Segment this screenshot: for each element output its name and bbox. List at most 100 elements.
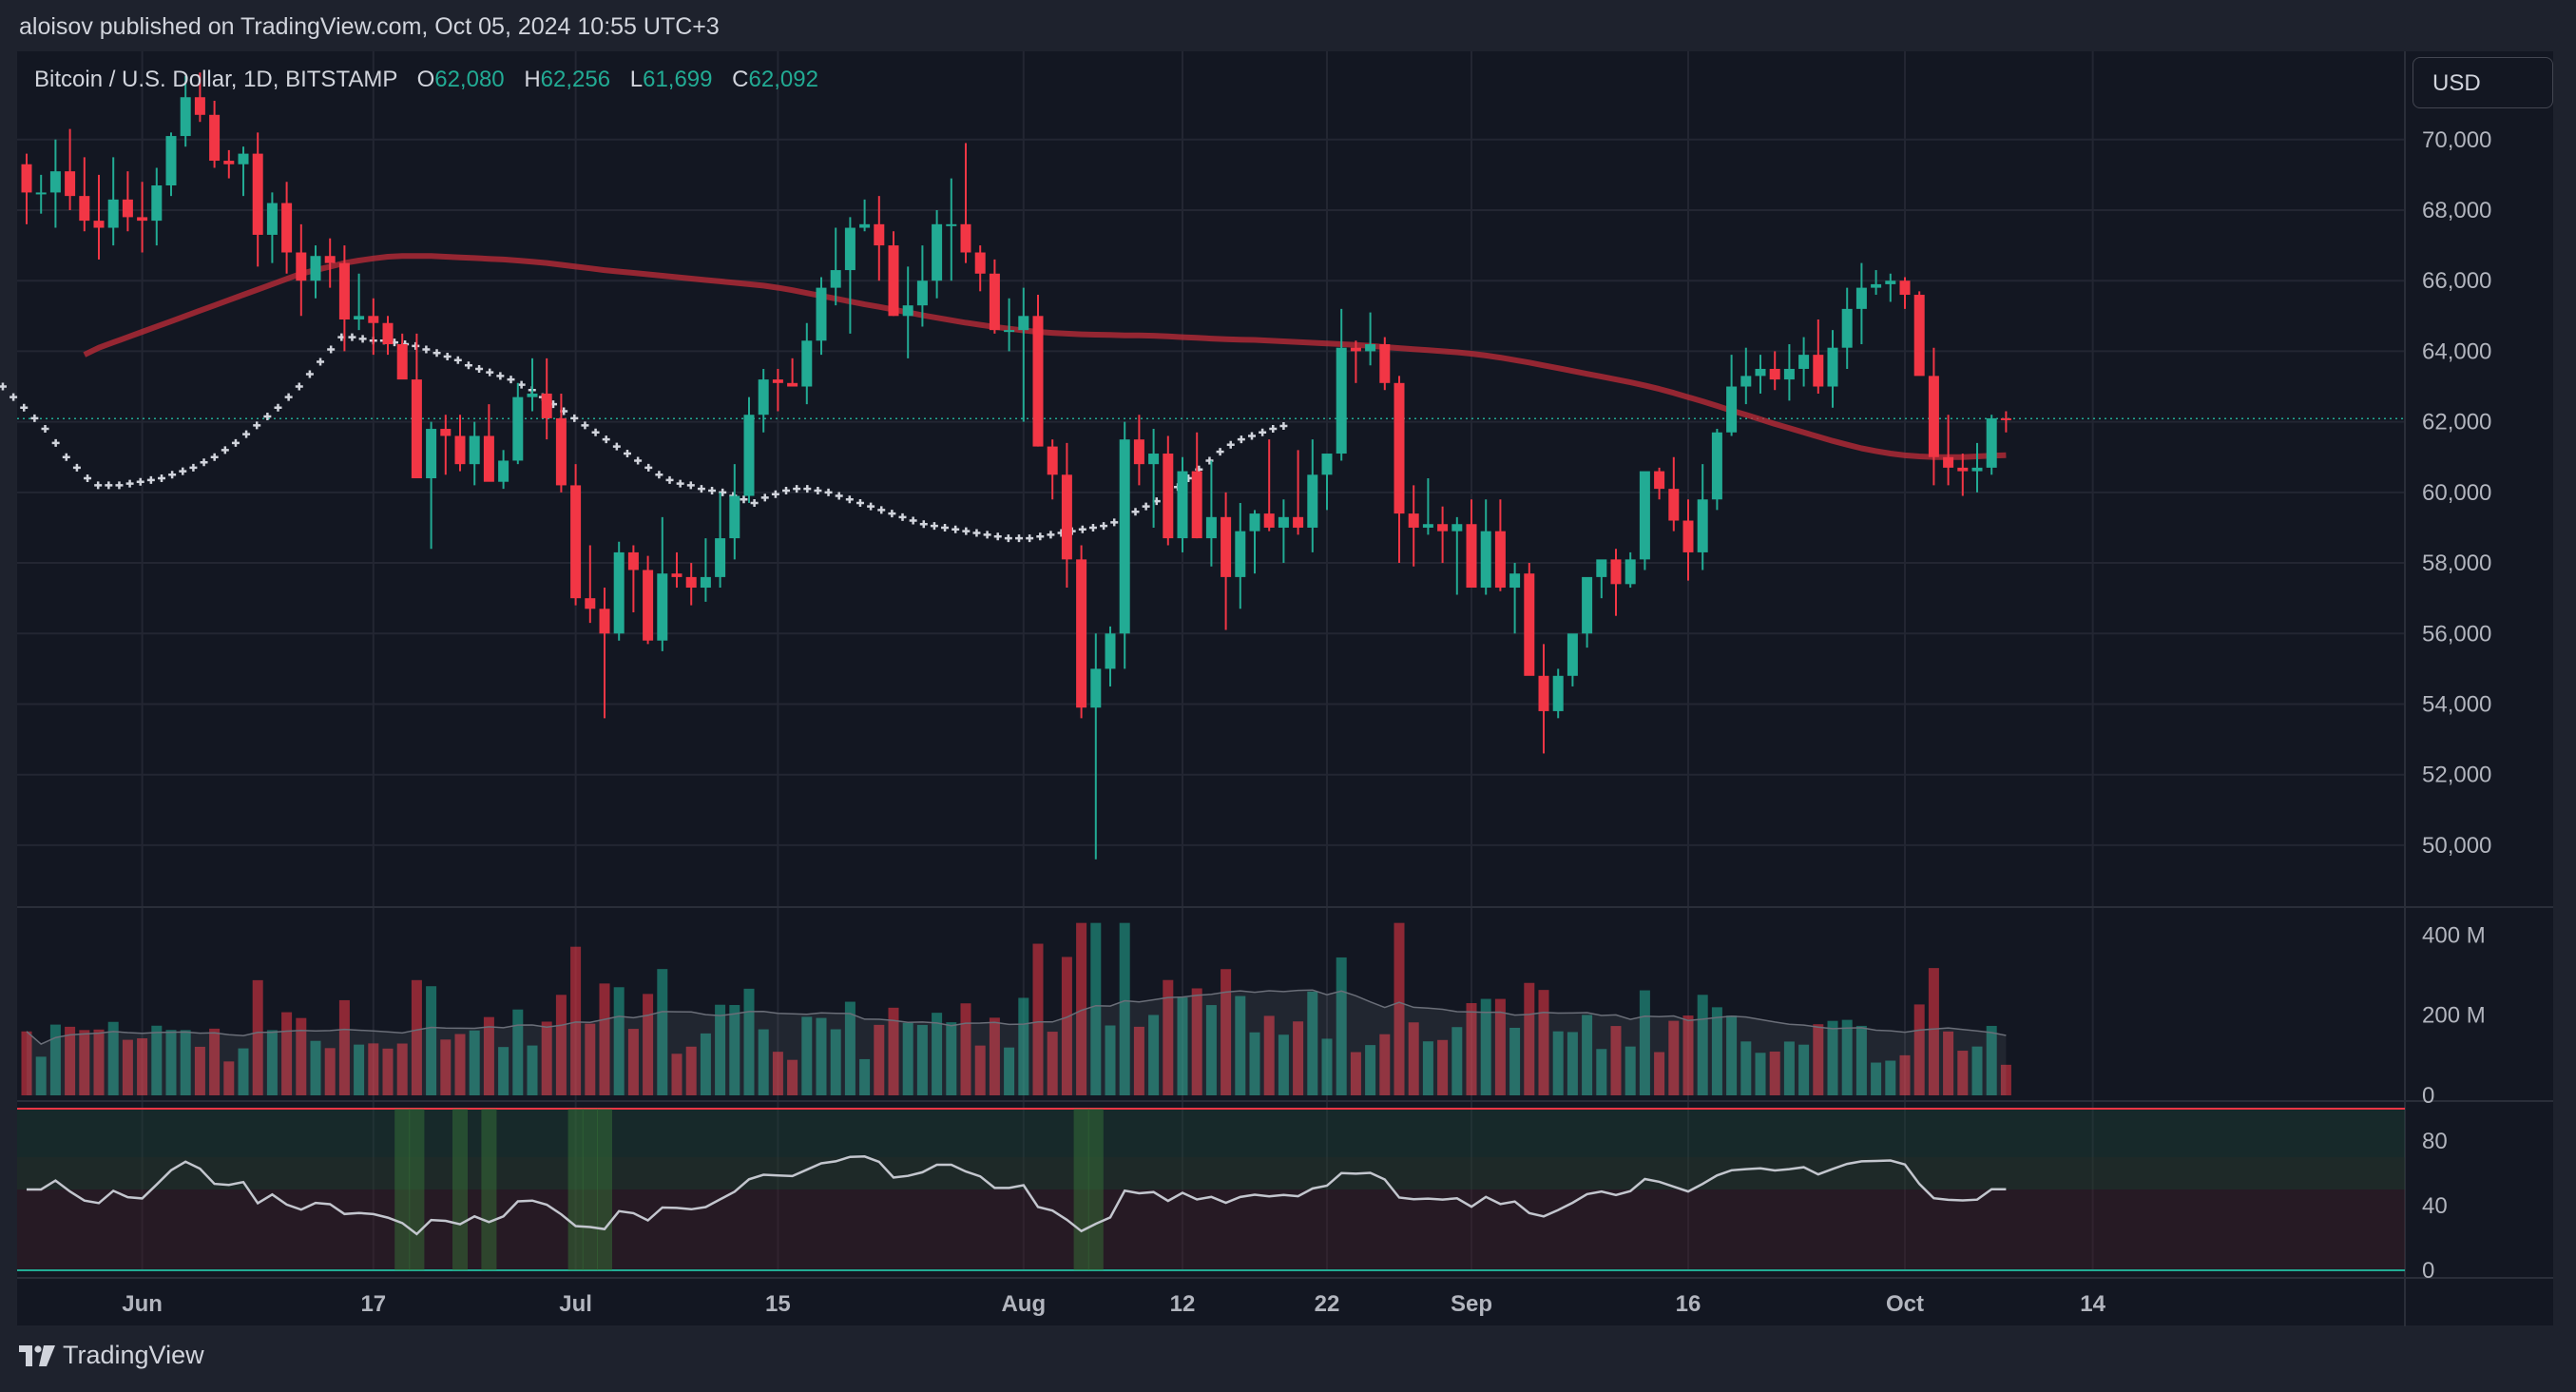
candle-body[interactable] <box>483 435 494 482</box>
candle-body[interactable] <box>2000 417 2011 420</box>
volume-bar[interactable] <box>643 994 654 1095</box>
volume-bar[interactable] <box>1885 1060 1896 1095</box>
candle-body[interactable] <box>902 305 913 317</box>
candle-body[interactable] <box>1899 280 1911 296</box>
candle-body[interactable] <box>1509 573 1521 589</box>
candle-body[interactable] <box>989 273 1000 331</box>
volume-bar[interactable] <box>1654 1052 1665 1095</box>
candle-body[interactable] <box>1451 524 1463 532</box>
volume-bar[interactable] <box>685 1046 697 1095</box>
candle-body[interactable] <box>830 270 841 288</box>
candle-body[interactable] <box>787 382 798 387</box>
volume-bar[interactable] <box>859 1058 871 1095</box>
volume-bar[interactable] <box>1971 1046 1983 1095</box>
candle-body[interactable] <box>1422 524 1433 528</box>
candle-body[interactable] <box>844 227 855 271</box>
volume-bar[interactable] <box>613 987 625 1095</box>
candle-body[interactable] <box>21 164 32 193</box>
volume-bar[interactable] <box>555 995 567 1095</box>
candle-body[interactable] <box>1783 368 1795 380</box>
candle-body[interactable] <box>541 393 552 418</box>
candle-body[interactable] <box>440 429 452 436</box>
volume-bar[interactable] <box>1076 922 1087 1095</box>
candle-body[interactable] <box>1552 675 1564 711</box>
volume-bar[interactable] <box>1582 1015 1593 1095</box>
candle-body[interactable] <box>859 223 871 228</box>
volume-bar[interactable] <box>888 1007 899 1095</box>
volume-bar[interactable] <box>512 1009 524 1095</box>
volume-bar[interactable] <box>1524 982 1535 1095</box>
candle-body[interactable] <box>1827 347 1838 387</box>
volume-bar[interactable] <box>354 1044 365 1095</box>
volume-bar[interactable] <box>1133 1026 1144 1095</box>
candle-body[interactable] <box>1654 471 1665 490</box>
candle-body[interactable] <box>1018 316 1029 331</box>
volume-bar[interactable] <box>1336 957 1347 1095</box>
candle-body[interactable] <box>469 435 480 465</box>
candle-body[interactable] <box>1205 516 1217 539</box>
volume-bar[interactable] <box>1148 1015 1160 1095</box>
volume-bar[interactable] <box>1957 1051 1969 1095</box>
candle-body[interactable] <box>1177 471 1188 539</box>
candle-body[interactable] <box>1986 417 1997 468</box>
candle-body[interactable] <box>1235 531 1246 577</box>
volume-bar[interactable] <box>541 1021 552 1095</box>
candle-body[interactable] <box>1221 516 1232 577</box>
volume-bar[interactable] <box>1249 1032 1260 1095</box>
candle-body[interactable] <box>1567 633 1578 676</box>
candle-body[interactable] <box>946 223 957 226</box>
candle-body[interactable] <box>916 280 928 306</box>
volume-bar[interactable] <box>1090 922 1102 1095</box>
volume-bar[interactable] <box>772 1052 783 1095</box>
candle-body[interactable] <box>1885 280 1896 284</box>
candle-body[interactable] <box>1841 308 1853 348</box>
volume-bar[interactable] <box>830 1029 841 1095</box>
volume-bar[interactable] <box>1293 1021 1304 1095</box>
candle-body[interactable] <box>1943 456 1954 468</box>
volume-bar[interactable] <box>1943 1031 1954 1095</box>
candle-body[interactable] <box>1682 520 1694 552</box>
volume-bar[interactable] <box>65 1026 76 1095</box>
volume-bar[interactable] <box>1841 1019 1853 1095</box>
candle-body[interactable] <box>1004 330 1015 333</box>
volume-bar[interactable] <box>1855 1025 1867 1095</box>
volume-bar[interactable] <box>21 1031 32 1095</box>
volume-bar[interactable] <box>874 1024 885 1095</box>
rsi-line[interactable] <box>27 1155 2007 1236</box>
volume-bar[interactable] <box>1509 1027 1521 1095</box>
candle-body[interactable] <box>700 576 711 589</box>
candle-body[interactable] <box>1711 432 1722 500</box>
volume-bar[interactable] <box>1986 1025 1997 1095</box>
volume-bar[interactable] <box>1639 990 1650 1095</box>
volume-bar[interactable] <box>1278 1034 1289 1095</box>
volume-bar[interactable] <box>932 1013 943 1095</box>
candle-body[interactable] <box>107 199 119 228</box>
candle-body[interactable] <box>310 256 321 281</box>
candle-body[interactable] <box>35 192 47 195</box>
candle-body[interactable] <box>454 435 466 465</box>
candle-body[interactable] <box>426 429 437 478</box>
volume-bar[interactable] <box>238 1048 249 1095</box>
candle-body[interactable] <box>1119 439 1130 634</box>
candle-body[interactable] <box>816 287 827 341</box>
volume-bar[interactable] <box>1552 1031 1564 1095</box>
candle-body[interactable] <box>627 551 639 570</box>
volume-bar[interactable] <box>700 1033 711 1095</box>
candle-body[interactable] <box>1755 368 1766 377</box>
volume-bar[interactable] <box>1596 1049 1607 1095</box>
candle-body[interactable] <box>1437 524 1449 532</box>
candle-body[interactable] <box>396 343 408 380</box>
volume-bar[interactable] <box>483 1016 494 1095</box>
candle-body[interactable] <box>1350 347 1361 352</box>
candle-body[interactable] <box>137 217 148 222</box>
volume-bar[interactable] <box>93 1029 105 1095</box>
volume-bar[interactable] <box>1913 1004 1925 1095</box>
candle-body[interactable] <box>743 415 755 496</box>
volume-bar[interactable] <box>816 1017 827 1095</box>
candle-body[interactable] <box>599 609 610 634</box>
volume-bar[interactable] <box>570 946 582 1095</box>
volume-bar[interactable] <box>1235 996 1246 1095</box>
volume-bar[interactable] <box>1494 998 1506 1095</box>
candle-body[interactable] <box>1076 559 1087 708</box>
candle-body[interactable] <box>1957 467 1969 472</box>
